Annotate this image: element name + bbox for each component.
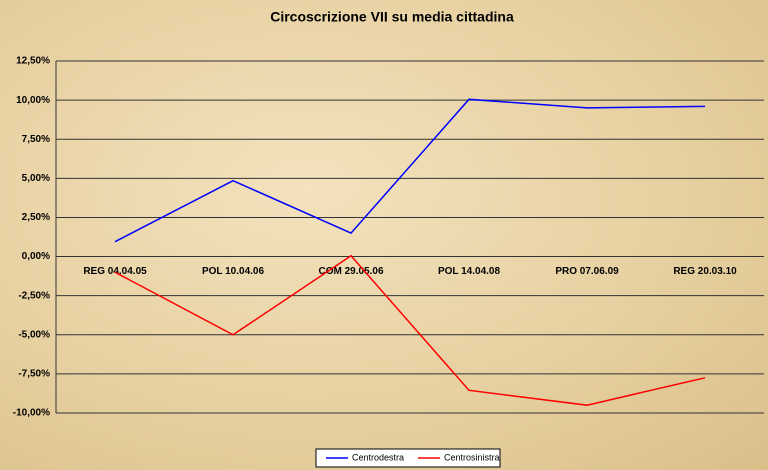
y-tick-label: -5,00% [18,329,50,340]
y-tick-label: 0,00% [22,251,50,262]
legend-label: Centrodestra [352,452,404,462]
series-line [114,98,706,243]
y-tick-label: 12,50% [16,56,50,67]
legend-label: Centrosinistra [444,452,500,462]
x-tick-label: POL 10.04.06 [202,266,265,277]
x-tick-label: COM 29.05.06 [318,266,383,277]
y-tick-label: -10,00% [13,408,50,419]
chart-title: Circoscrizione VII su media cittadina [270,9,514,25]
y-tick-label: 2,50% [22,212,50,223]
y-tick-label: 7,50% [22,134,50,145]
y-tick-label: -2,50% [18,290,50,301]
y-tick-label: 5,00% [22,173,50,184]
x-tick-label: REG 04.04.05 [83,266,147,277]
legend [315,448,501,468]
x-tick-label: REG 20.03.10 [673,266,737,277]
x-tick-label: POL 14.04.08 [438,266,501,277]
y-tick-label: 10,00% [16,95,50,106]
y-tick-label: -7,50% [18,369,50,380]
x-tick-label: PRO 07.06.09 [555,266,619,277]
series-line [114,254,706,406]
